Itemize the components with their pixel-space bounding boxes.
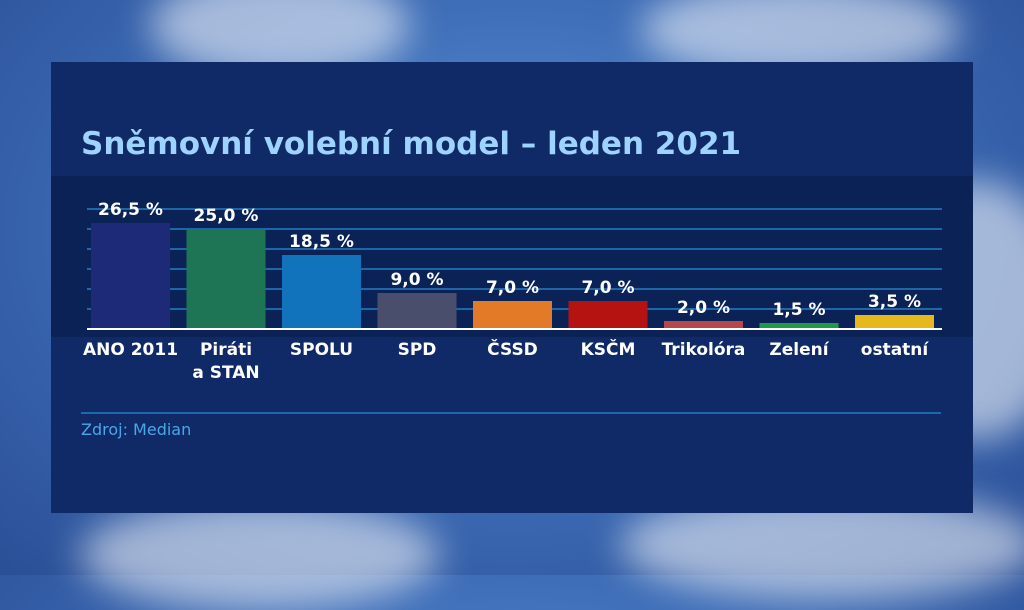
category-label: ostatní bbox=[861, 340, 930, 360]
value-label: 7,0 % bbox=[486, 278, 539, 298]
bar-1 bbox=[91, 223, 170, 329]
category-label: SPOLU bbox=[290, 340, 353, 360]
bar-8 bbox=[759, 323, 839, 329]
bar-5 bbox=[473, 301, 552, 329]
bar-4 bbox=[377, 293, 457, 329]
category-label: Piráti bbox=[200, 340, 252, 360]
value-label: 9,0 % bbox=[390, 270, 443, 290]
source-note: Zdroj: Median bbox=[81, 420, 192, 439]
background-cloud bbox=[80, 500, 440, 610]
chart-title: Sněmovní volební model – leden 2021 bbox=[81, 126, 742, 162]
bar-chart: 26,5 % ANO 2011 25,0 % Piráti a STAN 18,5 % SP… bbox=[51, 176, 973, 414]
category-label: ANO 2011 bbox=[83, 340, 178, 360]
category-label: Zelení bbox=[769, 340, 829, 360]
value-label: 2,0 % bbox=[677, 298, 730, 318]
bar-9 bbox=[855, 315, 934, 329]
value-label: 7,0 % bbox=[581, 278, 634, 298]
bar-6 bbox=[568, 301, 648, 329]
bar-3 bbox=[282, 255, 361, 329]
bar-7 bbox=[664, 321, 743, 329]
value-label: 25,0 % bbox=[194, 206, 259, 226]
value-label: 1,5 % bbox=[772, 300, 825, 320]
value-label: 26,5 % bbox=[98, 200, 163, 220]
category-label: KSČM bbox=[581, 338, 636, 360]
value-label: 3,5 % bbox=[868, 292, 921, 312]
bar-2 bbox=[186, 229, 266, 329]
category-label: a STAN bbox=[192, 363, 259, 383]
category-label: ČSSD bbox=[487, 338, 538, 360]
category-label: SPD bbox=[398, 340, 437, 360]
category-label: Trikolóra bbox=[662, 340, 746, 360]
chart-panel: Sněmovní volební model – leden 2021 26,5… bbox=[51, 62, 973, 513]
value-label: 18,5 % bbox=[289, 232, 354, 252]
